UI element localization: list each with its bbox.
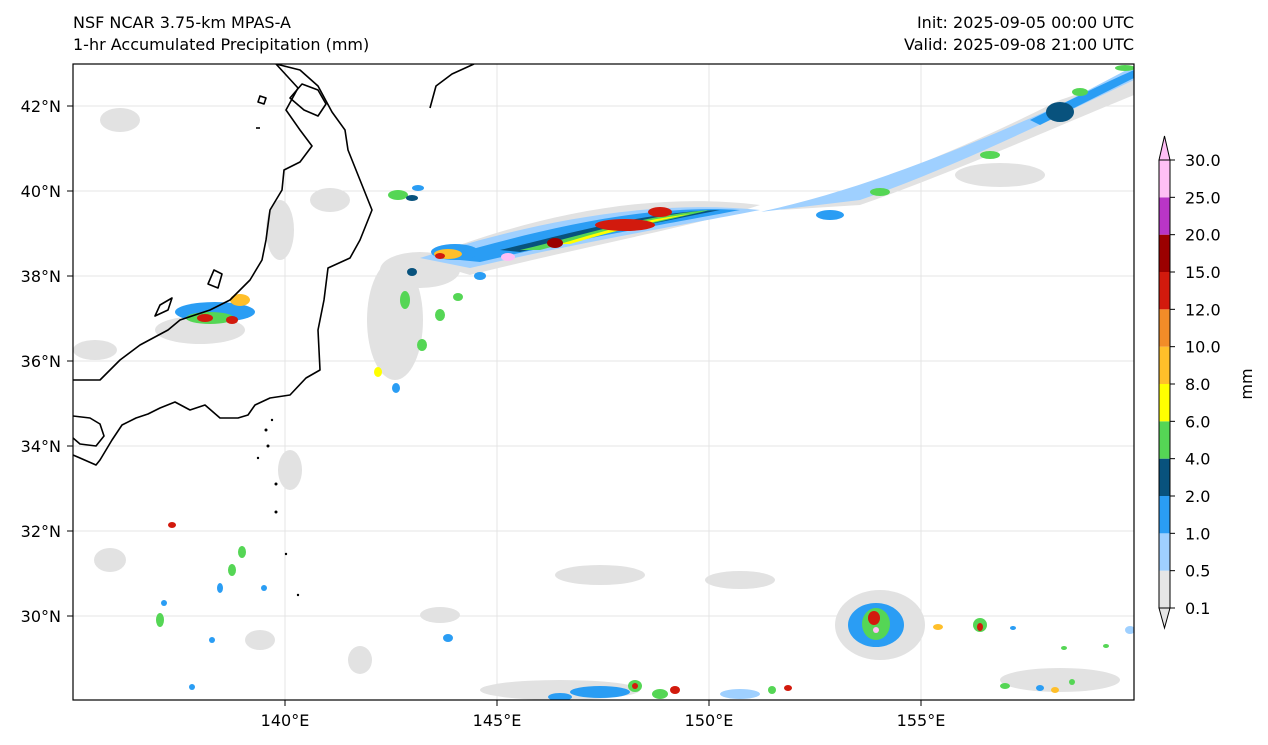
colorbar-segment xyxy=(1159,309,1170,347)
colorbar-segment xyxy=(1159,570,1170,608)
lat-label-30: 30°N xyxy=(21,607,61,626)
rainband-main xyxy=(420,207,760,268)
colorbar-level-label: 0.5 xyxy=(1185,562,1210,581)
valid-time: Valid: 2025-09-08 21:00 UTC xyxy=(903,35,1134,54)
colorbar-segment xyxy=(1159,160,1170,198)
title-model: NSF NCAR 3.75-km MPAS-A xyxy=(73,13,291,32)
colorbar-level-label: 0.1 xyxy=(1185,599,1210,618)
colorbar-level-label: 30.0 xyxy=(1185,151,1221,170)
colorbar-segment xyxy=(1159,346,1170,384)
colorbar-level-label: 20.0 xyxy=(1185,226,1221,245)
colorbar-segment xyxy=(1159,272,1170,310)
colorbar-level-label: 15.0 xyxy=(1185,263,1221,282)
colorbar-segment xyxy=(1159,458,1170,496)
colorbar-level-label: 4.0 xyxy=(1185,450,1210,469)
colorbar-level-label: 12.0 xyxy=(1185,300,1221,319)
lat-label-36: 36°N xyxy=(21,352,61,371)
init-time: Init: 2025-09-05 00:00 UTC xyxy=(916,13,1134,32)
lat-label-38: 38°N xyxy=(21,267,61,286)
map-title: NSF NCAR 3.75-km MPAS-A 1-hr Accumulated… xyxy=(73,12,369,56)
lat-label-42: 42°N xyxy=(21,97,61,116)
colorbar-tick-labels: 0.1 0.5 1.0 2.0 4.0 6.0 8.0 10.0 12.0 15.0 20.0 25.… xyxy=(1170,151,1221,618)
lon-label-140: 140°E xyxy=(261,711,310,730)
lon-label-155: 155°E xyxy=(897,711,946,730)
colorbar-segment xyxy=(1159,533,1170,571)
title-field: 1-hr Accumulated Precipitation (mm) xyxy=(73,35,370,54)
coastlines xyxy=(73,64,475,466)
graticule xyxy=(73,64,1134,700)
precip-light xyxy=(73,75,1134,700)
lon-label-150: 150°E xyxy=(685,711,734,730)
map-layer xyxy=(73,64,1134,700)
colorbar-segments xyxy=(1159,160,1170,608)
rainband-east xyxy=(760,65,1134,220)
colorbar-level-label: 8.0 xyxy=(1185,375,1210,394)
map-frame xyxy=(72,63,1135,701)
colorbar-segment xyxy=(1159,384,1170,422)
colorbar-segment xyxy=(1159,234,1170,272)
lat-label-34: 34°N xyxy=(21,437,61,456)
colorbar-segment xyxy=(1159,197,1170,235)
colorbar-segment xyxy=(1159,421,1170,459)
colorbar: 0.1 0.5 1.0 2.0 4.0 6.0 8.0 10.0 12.0 15.0 20.0 25.… xyxy=(1158,135,1256,630)
lon-axis: 140°E 145°E 150°E 155°E xyxy=(261,700,946,730)
colorbar-extend-min xyxy=(1158,607,1171,630)
small-islands xyxy=(256,418,300,597)
colorbar-level-label: 25.0 xyxy=(1185,188,1221,207)
lat-label-32: 32°N xyxy=(21,522,61,541)
colorbar-extend-max xyxy=(1158,135,1171,161)
lat-axis: 42°N 40°N 38°N 36°N 34°N 32°N 30°N xyxy=(21,97,73,626)
time-info: Init: 2025-09-05 00:00 UTC Valid: 2025-0… xyxy=(904,12,1134,56)
lon-label-145: 145°E xyxy=(473,711,522,730)
lat-label-40: 40°N xyxy=(21,182,61,201)
colorbar-unit-label: mm xyxy=(1237,368,1256,399)
colorbar-level-label: 10.0 xyxy=(1185,338,1221,357)
colorbar-level-label: 2.0 xyxy=(1185,487,1210,506)
colorbar-level-label: 1.0 xyxy=(1185,524,1210,543)
colorbar-segment xyxy=(1159,496,1170,534)
convective-cells xyxy=(156,185,1134,700)
colorbar-level-label: 6.0 xyxy=(1185,412,1210,431)
